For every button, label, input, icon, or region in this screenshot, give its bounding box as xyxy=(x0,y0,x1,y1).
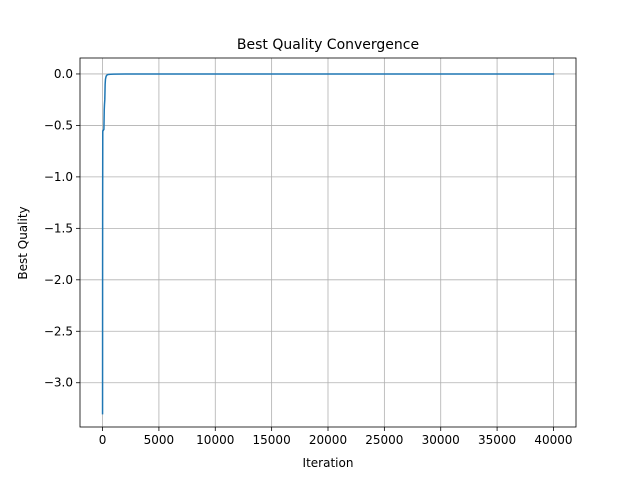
y-tick-label: −1.5 xyxy=(44,221,73,235)
y-tick-label: −2.5 xyxy=(44,324,73,338)
x-tick-label: 25000 xyxy=(365,433,403,447)
y-tick-label: −0.5 xyxy=(44,118,73,132)
series-layer xyxy=(101,73,555,415)
y-tick-label: 0.0 xyxy=(54,67,73,81)
series-line xyxy=(101,73,555,415)
ticks-layer: 0 5000 10000 15000 20000 25000 30000 35000 40000… xyxy=(44,67,573,447)
x-tick-label: 5000 xyxy=(144,433,175,447)
x-tick-label: 10000 xyxy=(196,433,234,447)
x-tick-label: 40000 xyxy=(534,433,572,447)
x-tick-label: 0 xyxy=(99,433,107,447)
x-tick-label: 30000 xyxy=(422,433,460,447)
y-tick-label: −2.0 xyxy=(44,273,73,287)
x-tick-label: 20000 xyxy=(309,433,347,447)
chart-title: Best Quality Convergence xyxy=(237,37,419,53)
x-tick-label: 35000 xyxy=(478,433,516,447)
grid-layer xyxy=(80,58,576,427)
y-tick-label: −3.0 xyxy=(44,376,73,390)
y-axis-label: Best Quality xyxy=(16,206,30,279)
x-axis-label: Iteration xyxy=(303,456,354,470)
x-tick-label: 15000 xyxy=(253,433,291,447)
y-tick-label: −1.0 xyxy=(44,170,73,184)
